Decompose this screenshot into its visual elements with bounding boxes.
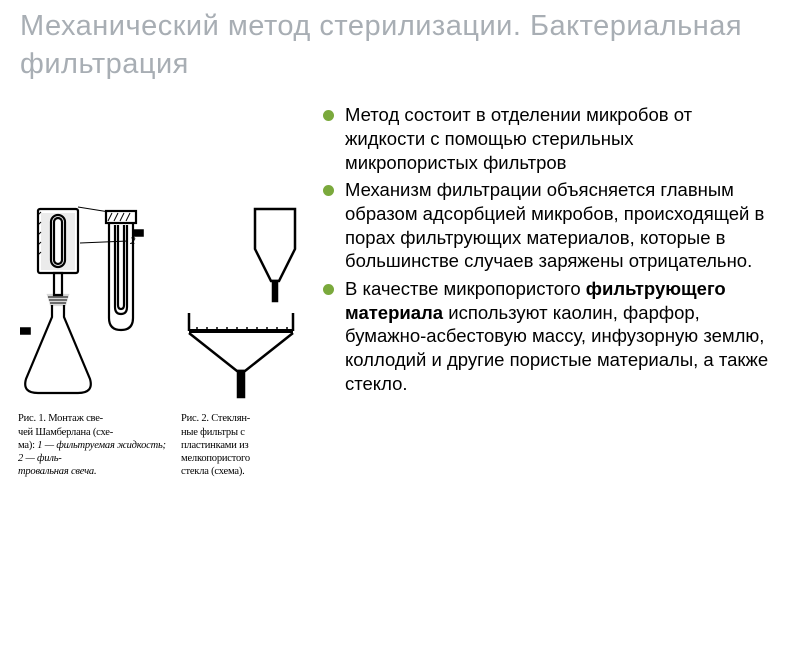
bullet-text: Механизм фильтрации объясняется главным …	[345, 179, 764, 271]
text-column: Метод состоит в отделении микробов от жи…	[323, 103, 782, 478]
figure-column: 1 2	[18, 103, 308, 478]
figure-2: Рис. 2. Стеклян-ные фильтры спластинками…	[181, 203, 301, 478]
figure-2-caption: Рис. 2. Стеклян-ные фильтры спластинками…	[181, 412, 301, 478]
bullet-list: Метод состоит в отделении микробов от жи…	[323, 103, 770, 395]
glass-filters-diagram-icon	[181, 203, 301, 408]
fig1-caption-items: 1 — фильтруемая жидкость; 2 — филь-трова…	[18, 440, 166, 477]
bullet-text: Метод состоит в отделении микробов от жи…	[345, 104, 692, 172]
chamberlain-candle-diagram-icon: 1 2	[18, 203, 173, 408]
bullet-item: Метод состоит в отделении микробов от жи…	[323, 103, 770, 174]
bullet-item: В качестве микропористого фильтрующего м…	[323, 277, 770, 395]
bullet-text-prefix: В качестве микропористого	[345, 278, 586, 299]
fig2-caption-lead: Рис. 2. Стеклян-ные фильтры спластинками…	[181, 413, 250, 477]
content-area: 1 2	[0, 103, 800, 478]
figure-1: 1 2	[18, 203, 173, 478]
slide-title: Механический метод стерилизации. Бактери…	[0, 0, 800, 103]
bullet-item: Механизм фильтрации объясняется главным …	[323, 178, 770, 273]
figure-1-caption: Рис. 1. Монтаж све-чей Шамберлана (схе-м…	[18, 412, 173, 478]
